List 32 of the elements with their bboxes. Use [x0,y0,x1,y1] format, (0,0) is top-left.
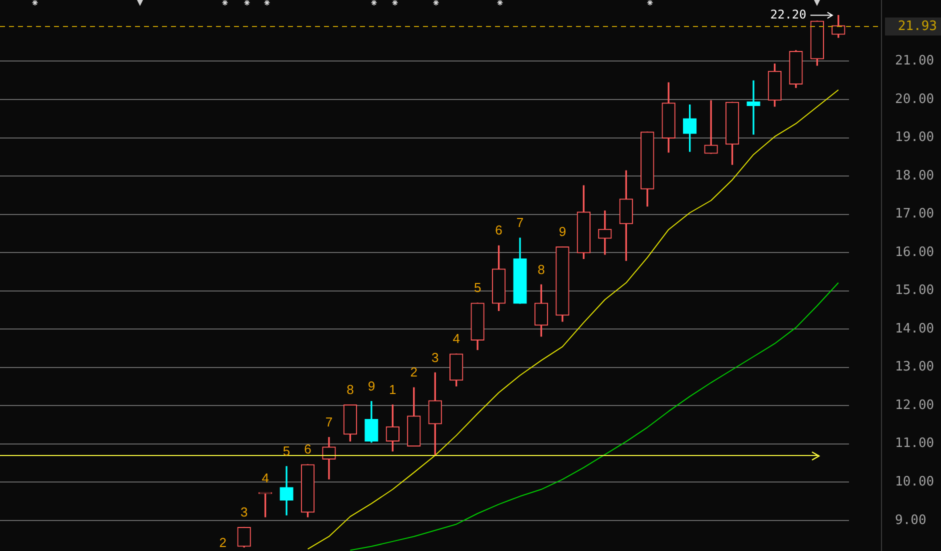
y-tick-label: 15.00 [895,283,934,298]
y-tick-label: 19.00 [895,130,934,146]
y-tick-label: 17.00 [895,206,934,222]
text: 2 [410,364,418,380]
text: 7 [516,215,524,230]
text: 5 [282,444,290,459]
y-tick-label: 16.00 [895,244,934,260]
y-tick-label: 12.00 [895,398,934,413]
text: 2 [219,535,226,550]
text: 8 [346,382,354,397]
text: 6 [304,442,312,457]
y-tick-label: 14.00 [895,321,934,336]
text: 4 [452,331,460,346]
text: 9 [368,378,376,394]
y-tick-label: 18.00 [895,168,934,184]
y-tick-label: 20.00 [895,92,934,107]
ref-line-label: 21.93 [898,18,937,34]
text: 5 [474,280,482,296]
text: 9 [558,224,566,239]
y-tick-label: 21.00 [895,54,934,69]
y-tick-label: 13.00 [895,360,934,375]
text: 3 [240,504,248,520]
text: 1 [389,382,396,397]
text: 3 [431,350,439,365]
text: 8 [538,262,545,277]
annotation: 22.20 [770,7,806,22]
y-tick-label: 9.00 [895,512,926,528]
text: 4 [262,470,269,486]
y-tick-label: 11.00 [895,436,934,452]
text: 7 [325,414,333,430]
y-tick-label: 10.00 [895,474,934,490]
text: 6 [495,222,502,238]
